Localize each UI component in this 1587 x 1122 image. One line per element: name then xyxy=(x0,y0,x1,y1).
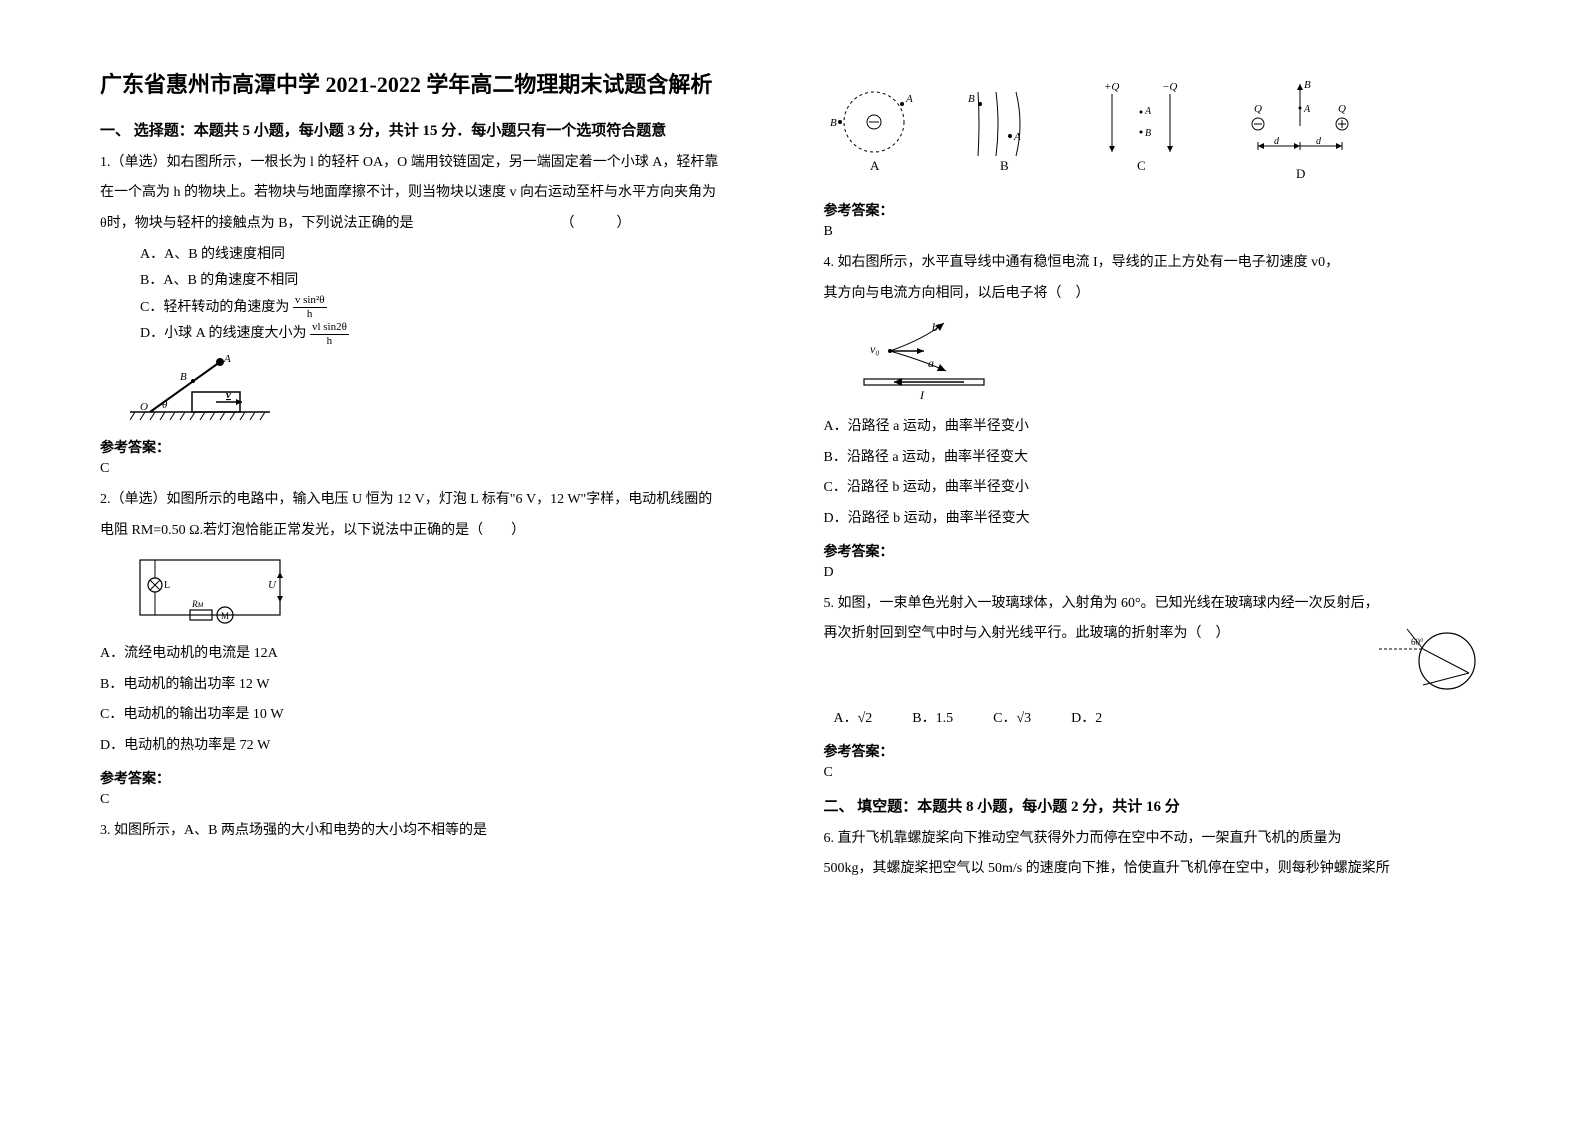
q5-optC: C．√3 xyxy=(993,706,1031,733)
right-column: B A A B A B +Q −Q xyxy=(824,70,1488,1082)
q1-ans: C xyxy=(100,461,764,477)
q5-optB: B．1.5 xyxy=(912,706,953,733)
svg-text:I: I xyxy=(919,388,925,402)
svg-text:A: A xyxy=(1144,106,1152,117)
svg-text:D: D xyxy=(1296,166,1305,181)
q2-optC: C．电动机的输出功率是 10 W xyxy=(100,702,764,729)
q1-optC-pre: C．轻杆转动的角速度为 xyxy=(140,300,289,315)
q2-optD: D．电动机的热功率是 72 W xyxy=(100,733,764,760)
svg-text:A: A xyxy=(223,354,231,365)
q3-diagA: B A A xyxy=(824,74,934,188)
page-title: 广东省惠州市高潭中学 2021-2022 学年高二物理期末试题含解析 xyxy=(100,70,764,101)
section1-head: 一、 选择题：本题共 5 小题，每小题 3 分，共计 15 分．每小题只有一个选… xyxy=(100,119,764,140)
q1-stem1: 1.（单选）如右图所示，一根长为 l 的轻杆 OA，O 端用铰链固定，另一端固定… xyxy=(100,150,764,177)
q4-figure: I v₀ b a xyxy=(854,313,1488,408)
svg-text:A: A xyxy=(870,158,880,173)
svg-text:−Q: −Q xyxy=(1162,81,1177,93)
q1-optD-pre: D．小球 A 的线速度大小为 xyxy=(140,326,306,341)
q1-ans-label: 参考答案： xyxy=(100,437,764,457)
svg-text:O: O xyxy=(140,401,148,413)
svg-text:B: B xyxy=(968,93,975,105)
svg-text:A: A xyxy=(1013,131,1021,143)
q1-stem2: 在一个高为 h 的物块上。若物块与地面摩擦不计，则当物块以速度 v 向右运动至杆… xyxy=(100,180,764,207)
q6-stem2: 500kg，其螺旋桨把空气以 50m/s 的速度向下推，恰使直升飞机停在空中，则… xyxy=(824,856,1488,883)
q1-optC-frac: v sin²θh xyxy=(293,295,327,320)
q2-ans-label: 参考答案： xyxy=(100,768,764,788)
q1-stem3: θ时，物块与轻杆的接触点为 B，下列说法正确的是 （ ） xyxy=(100,211,764,238)
q3-diagB: B A B xyxy=(958,74,1058,188)
q4-optD: D．沿路径 b 运动，曲率半径变大 xyxy=(824,506,1488,533)
q4-optA: A．沿路径 a 运动，曲率半径变小 xyxy=(824,414,1488,441)
svg-text:60°: 60° xyxy=(1411,637,1424,647)
svg-text:Q: Q xyxy=(1254,103,1262,115)
q4-ans-label: 参考答案： xyxy=(824,541,1488,561)
q4-optC: C．沿路径 b 运动，曲率半径变小 xyxy=(824,475,1488,502)
svg-text:Q: Q xyxy=(1338,103,1346,115)
q3-ans: B xyxy=(824,224,1488,240)
q6-stem1: 6. 直升飞机靠螺旋桨向下推动空气获得外力而停在空中不动，一架直升飞机的质量为 xyxy=(824,826,1488,853)
q5-stem1: 5. 如图，一束单色光射入一玻璃球体，入射角为 60°。已知光线在玻璃球内经一次… xyxy=(824,591,1488,618)
svg-text:M: M xyxy=(221,611,229,621)
q4-stem2: 其方向与电流方向相同，以后电子将（ ） xyxy=(824,281,1488,308)
svg-text:a: a xyxy=(928,356,934,370)
q1-figure: A B O θ v xyxy=(130,354,764,429)
svg-text:+Q: +Q xyxy=(1104,81,1119,93)
svg-text:A: A xyxy=(905,93,913,105)
q3-diagC: +Q −Q A B C xyxy=(1082,74,1202,188)
svg-text:d: d xyxy=(1316,136,1322,147)
svg-text:B: B xyxy=(180,371,187,383)
q1-optD-frac: vl sin2θh xyxy=(310,322,349,347)
q4-ans: D xyxy=(824,565,1488,581)
q1-optC: C．轻杆转动的角速度为 v sin²θh xyxy=(100,295,764,322)
svg-text:B: B xyxy=(1304,79,1311,91)
q2-figure: L U Rᴍ M xyxy=(130,550,764,635)
q5-ans: C xyxy=(824,765,1488,781)
svg-text:B: B xyxy=(1145,128,1151,139)
q2-optB: B．电动机的输出功率 12 W xyxy=(100,672,764,699)
q4-stem1: 4. 如右图所示，水平直导线中通有稳恒电流 I，导线的正上方处有一电子初速度 v… xyxy=(824,250,1488,277)
q1-optD: D．小球 A 的线速度大小为 vl sin2θh xyxy=(100,321,764,348)
q5-optA: A．√2 xyxy=(834,706,873,733)
q5-optD: D．2 xyxy=(1071,706,1102,733)
svg-text:v₀: v₀ xyxy=(870,342,880,356)
q5-figure: 60° xyxy=(1377,621,1487,706)
svg-text:θ: θ xyxy=(162,399,168,411)
q5-choices: A．√2 B．1.5 C．√3 D．2 xyxy=(824,706,1488,733)
q3-ans-label: 参考答案： xyxy=(824,200,1488,220)
svg-text:d: d xyxy=(1274,136,1280,147)
svg-text:b: b xyxy=(932,320,938,334)
svg-text:v: v xyxy=(226,389,231,401)
svg-text:B: B xyxy=(830,117,837,129)
q1-optB: B．A、B 的角速度不相同 xyxy=(100,268,764,295)
q4-optB: B．沿路径 a 运动，曲率半径变大 xyxy=(824,445,1488,472)
left-column: 广东省惠州市高潭中学 2021-2022 学年高二物理期末试题含解析 一、 选择… xyxy=(100,70,764,1082)
q2-stem2: 电阻 RM=0.50 Ω.若灯泡恰能正常发光，以下说法中正确的是（ ） xyxy=(100,518,764,545)
q3-diagD: Q Q B A d xyxy=(1226,74,1376,188)
svg-text:Rᴍ: Rᴍ xyxy=(191,599,203,609)
q2-optA: A．流经电动机的电流是 12A xyxy=(100,641,764,668)
q3-stem: 3. 如图所示，A、B 两点场强的大小和电势的大小均不相等的是 xyxy=(100,818,764,845)
svg-text:C: C xyxy=(1137,158,1146,173)
q2-stem1: 2.（单选）如图所示的电路中，输入电压 U 恒为 12 V，灯泡 L 标有"6 … xyxy=(100,487,764,514)
q3-diagrams: B A A B A B +Q −Q xyxy=(824,74,1488,188)
svg-text:U: U xyxy=(268,579,277,591)
svg-text:A: A xyxy=(1303,104,1311,115)
svg-text:B: B xyxy=(1000,158,1009,173)
q5-ans-label: 参考答案： xyxy=(824,741,1488,761)
svg-text:L: L xyxy=(164,580,170,591)
q2-ans: C xyxy=(100,792,764,808)
section2-head: 二、 填空题：本题共 8 小题，每小题 2 分，共计 16 分 xyxy=(824,795,1488,816)
q1-optA: A．A、B 的线速度相同 xyxy=(100,242,764,269)
